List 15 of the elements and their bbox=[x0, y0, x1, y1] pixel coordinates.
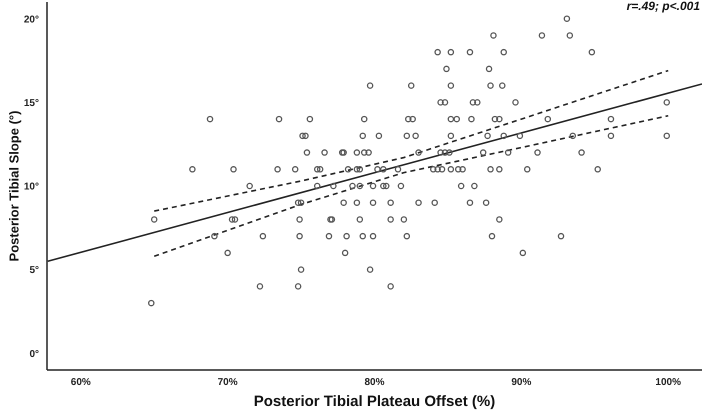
line-series bbox=[153, 114, 670, 258]
line-series bbox=[153, 70, 670, 212]
x-axis-title: Posterior Tibial Plateau Offset (%) bbox=[254, 393, 496, 410]
x-tick-label: 100% bbox=[655, 377, 682, 388]
y-tick-label: 0° bbox=[29, 348, 39, 360]
x-tick-label: 60% bbox=[70, 377, 91, 388]
x-tick-label: 80% bbox=[364, 377, 385, 388]
y-tick-label: 20° bbox=[24, 14, 39, 26]
x-tick-label: 90% bbox=[511, 377, 532, 388]
y-tick-label: 15° bbox=[24, 98, 39, 109]
y-tick-label: 10° bbox=[24, 182, 39, 193]
y-tick-label: 5° bbox=[29, 265, 39, 276]
y-axis-title: Posterior Tibial Slope (°) bbox=[6, 110, 22, 262]
annotation: r=.49; p<.001 bbox=[626, 0, 700, 13]
x-tick-label: 70% bbox=[218, 377, 238, 388]
